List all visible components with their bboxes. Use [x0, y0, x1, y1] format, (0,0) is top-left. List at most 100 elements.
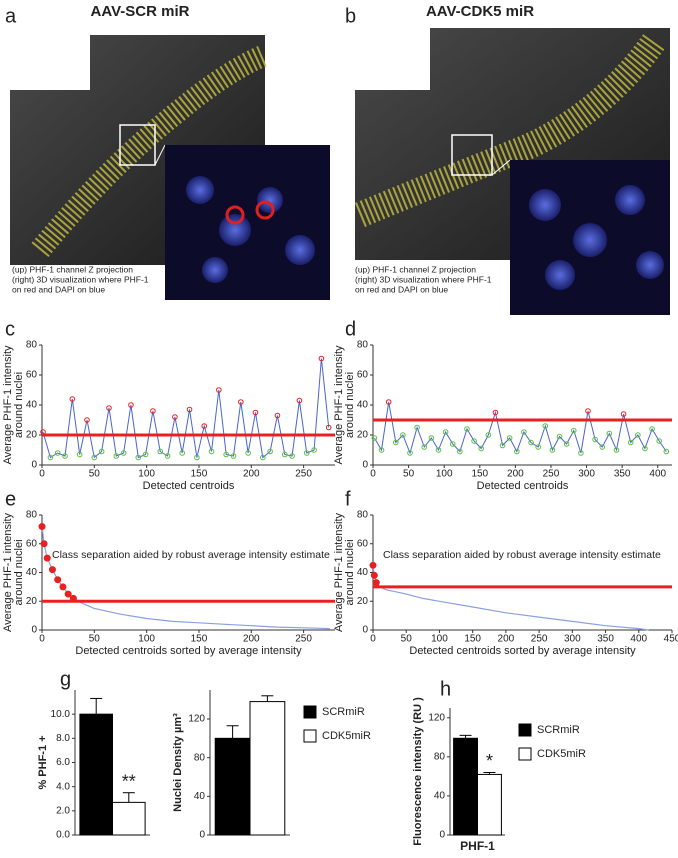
x-tick-label: 100: [436, 469, 453, 480]
x-tick-label: 150: [191, 634, 208, 645]
data-point: [289, 453, 295, 459]
y-axis-title: around nuclei: [344, 539, 356, 605]
y-axis-title: around nuclei: [344, 372, 356, 438]
significance: *: [486, 751, 493, 771]
data-point: [421, 444, 428, 450]
y-tick-label: 4.0: [56, 781, 70, 792]
data-point: [179, 450, 186, 456]
bar: [79, 713, 113, 836]
x-tick-label: 50: [401, 634, 413, 645]
x-tick-label: 0: [370, 634, 376, 645]
x-tick-label: 100: [138, 634, 155, 645]
data-point: [216, 387, 222, 393]
y-tick-label: 20: [357, 430, 369, 441]
data-point: [370, 571, 378, 579]
x-tick-label: 250: [295, 469, 312, 480]
data-point: [157, 448, 164, 455]
data-point: [613, 447, 620, 453]
data-point: [91, 454, 98, 461]
data-point: [492, 409, 499, 416]
x-tick-label: 400: [649, 469, 666, 480]
data-point: [620, 411, 627, 417]
data-point: [252, 409, 259, 416]
x-tick-label: PHF-1: [460, 839, 495, 853]
data-point: [296, 397, 303, 404]
data-point: [485, 432, 492, 438]
x-tick-label: 100: [431, 634, 448, 645]
y-tick-label: 20: [26, 596, 38, 607]
x-tick-label: 150: [464, 634, 481, 645]
data-point: [120, 450, 127, 456]
data-point: [274, 412, 281, 419]
data-point: [128, 402, 134, 408]
data-point: [267, 448, 273, 455]
data-point: [400, 432, 406, 438]
x-tick-label: 250: [543, 469, 560, 480]
data-point: [506, 435, 513, 441]
legend-swatch: [303, 729, 317, 743]
panel-label: c: [5, 318, 15, 340]
panel-label: a: [5, 5, 17, 27]
data-point: [325, 424, 332, 431]
y-tick-label: 0: [439, 830, 445, 841]
image-caption: (right) 3D visualization where PHF-1: [12, 274, 149, 284]
x-tick-label: 400: [630, 634, 647, 645]
y-tick-label: 8.0: [56, 733, 70, 744]
panel-label: g: [60, 668, 71, 690]
data-point: [150, 408, 156, 414]
data-point: [142, 451, 149, 458]
y-tick-label: 40: [357, 567, 369, 578]
y-axis-title: Average PHF-1 intensity: [333, 345, 345, 465]
legend-label: CDK5miR: [322, 730, 371, 742]
y-tick-label: 60: [357, 370, 369, 381]
data-point: [40, 429, 46, 435]
bar: [453, 737, 478, 836]
y-tick-label: 10.0: [51, 709, 71, 720]
data-point: [69, 396, 76, 402]
data-point: [521, 429, 527, 435]
legend-label: CDK5miR: [537, 748, 586, 760]
data-point: [281, 451, 288, 458]
data-point: [385, 399, 392, 405]
data-point: [194, 454, 200, 461]
data-point: [627, 439, 634, 446]
x-tick-label: 0: [370, 469, 376, 480]
x-tick-label: 300: [564, 634, 581, 645]
y-axis-title: Nuclei Density µm³: [172, 713, 184, 812]
data-point: [428, 435, 435, 441]
x-tick-label: 200: [243, 634, 260, 645]
panel-label: d: [345, 318, 356, 340]
x-tick-label: 300: [578, 469, 595, 480]
image-caption: on red and DAPI on blue: [12, 284, 105, 294]
y-tick-label: 0: [31, 460, 37, 471]
y-tick-label: 6.0: [56, 757, 70, 768]
data-point: [471, 438, 477, 444]
data-point: [635, 432, 641, 438]
data-point: [113, 453, 120, 459]
data-point: [563, 441, 570, 447]
data-point: [578, 450, 584, 456]
x-tick-label: 200: [498, 634, 515, 645]
data-line: [373, 401, 667, 455]
legend-swatch: [518, 747, 532, 761]
data-point: [201, 423, 207, 429]
data-point: [62, 453, 68, 459]
annotation: Class separation aided by robust average…: [383, 549, 661, 561]
data-point: [230, 453, 237, 459]
data-point: [64, 590, 72, 598]
y-tick-label: 40: [26, 400, 38, 411]
data-point: [223, 451, 229, 458]
data-point: [76, 451, 83, 458]
y-tick-label: 80: [357, 340, 369, 351]
x-axis-title: Detected centroids sorted by average int…: [75, 645, 302, 657]
data-point: [186, 406, 193, 413]
x-tick-label: 50: [403, 469, 415, 480]
x-tick-label: 50: [89, 634, 101, 645]
data-point: [43, 554, 51, 562]
data-point: [259, 454, 266, 461]
y-tick-label: 40: [434, 791, 446, 802]
data-point: [208, 448, 215, 455]
y-tick-label: 0: [31, 625, 37, 636]
y-tick-label: 80: [357, 510, 369, 521]
